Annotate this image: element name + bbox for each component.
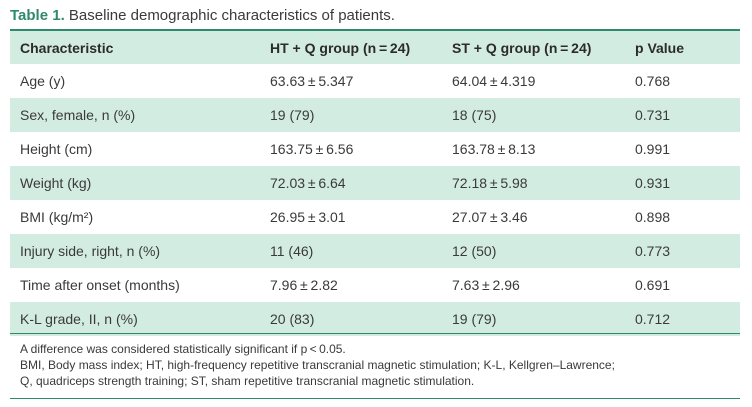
caption-text: Baseline demographic characteristics of … (68, 7, 395, 24)
column-header: HT + Q group (n = 24) (270, 39, 411, 56)
table-cell: 0.712 (635, 311, 671, 327)
header-row: Characteristic HT + Q group (n = 24) ST … (10, 31, 740, 64)
table-cell: 0.898 (635, 209, 671, 225)
table-cell: 18 (75) (452, 107, 497, 123)
table-row: BMI (kg/m²) 26.95 ± 3.01 27.07 ± 3.46 0.… (10, 200, 740, 234)
table-cell: 7.96 ± 2.82 (270, 277, 338, 293)
table-caption: Table 1. Baseline demographic characteri… (10, 7, 395, 25)
table-cell: 26.95 ± 3.01 (270, 209, 346, 225)
table-cell: 20 (83) (270, 311, 315, 327)
table-cell: Sex, female, n (%) (20, 107, 136, 123)
footnote-significance: A difference was considered statisticall… (20, 342, 346, 356)
table-row: Time after onset (months) 7.96 ± 2.82 7.… (10, 268, 740, 302)
table-cell: 163.78 ± 8.13 (452, 141, 536, 157)
column-header: Characteristic (20, 39, 114, 56)
table-cell: 0.731 (635, 107, 671, 123)
table-cell: 63.63 ± 5.347 (270, 73, 354, 89)
demographics-table: Characteristic HT + Q group (n = 24) ST … (10, 31, 740, 336)
table-cell: 0.768 (635, 73, 671, 89)
table-cell: 7.63 ± 2.96 (452, 277, 520, 293)
table-cell: Weight (kg) (20, 175, 92, 191)
table-footnotes: A difference was considered statisticall… (10, 333, 740, 399)
table-cell: Time after onset (months) (20, 277, 180, 293)
table-cell: 19 (79) (270, 107, 315, 123)
top-rule (10, 29, 740, 31)
footnote-abbreviations-cont: Q, quadriceps strength training; ST, sha… (20, 374, 475, 388)
table-cell: 163.75 ± 6.56 (270, 141, 354, 157)
table-cell: 0.773 (635, 243, 671, 259)
table-cell: Injury side, right, n (%) (20, 243, 161, 259)
table-row: Injury side, right, n (%) 11 (46) 12 (50… (10, 234, 740, 268)
table-cell: Height (cm) (20, 141, 93, 157)
table-cell: 19 (79) (452, 311, 497, 327)
table-row: K-L grade, II, n (%) 20 (83) 19 (79) 0.7… (10, 302, 740, 336)
table-cell: 27.07 ± 3.46 (452, 209, 528, 225)
table-cell: 11 (46) (270, 243, 314, 259)
table-cell: Age (y) (20, 73, 66, 89)
caption-label: Table 1. (10, 7, 65, 24)
table-cell: 72.03 ± 6.64 (270, 175, 346, 191)
footnote-abbreviations: BMI, Body mass index; HT, high-frequency… (20, 358, 615, 372)
table-cell: 0.691 (635, 277, 671, 293)
table-row: Sex, female, n (%) 19 (79) 18 (75) 0.731 (10, 98, 740, 132)
table-cell: 0.931 (635, 175, 671, 191)
table-cell: K-L grade, II, n (%) (20, 311, 138, 327)
table-cell: 12 (50) (452, 243, 497, 259)
table-cell: 64.04 ± 4.319 (452, 73, 536, 89)
table-row: Height (cm) 163.75 ± 6.56 163.78 ± 8.13 … (10, 132, 740, 166)
table-cell: 0.991 (635, 141, 671, 157)
table-row: Weight (kg) 72.03 ± 6.64 72.18 ± 5.98 0.… (10, 166, 740, 200)
table-cell: 72.18 ± 5.98 (452, 175, 528, 191)
table-cell: BMI (kg/m²) (20, 209, 94, 225)
column-header: ST + Q group (n = 24) (452, 39, 592, 56)
table-row: Age (y) 63.63 ± 5.347 64.04 ± 4.319 0.76… (10, 64, 740, 98)
column-header: p Value (635, 39, 685, 56)
